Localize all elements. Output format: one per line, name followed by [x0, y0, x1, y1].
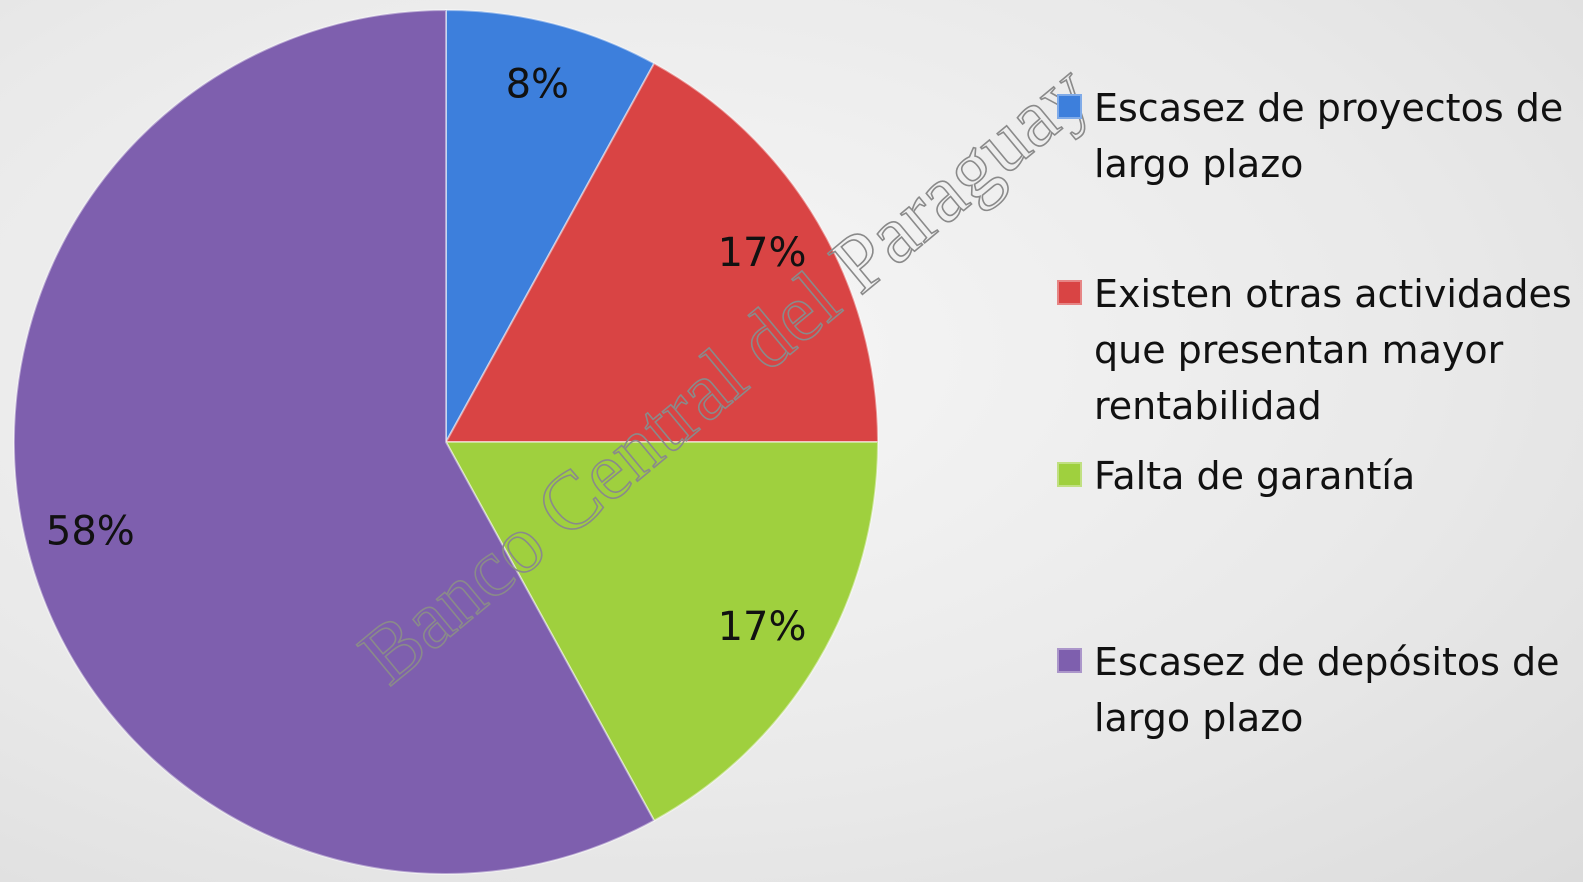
pie-slice	[444, 62, 880, 443]
pie-slice	[13, 8, 656, 875]
legend-item: Escasez de depósitos de largo plazo	[1057, 634, 1577, 746]
legend-item: Falta de garantía	[1057, 448, 1577, 504]
data-label: 58%	[46, 508, 135, 554]
legend-item: Escasez de proyectos de largo plazo	[1057, 80, 1577, 192]
legend-swatch	[1057, 462, 1082, 487]
data-label: 17%	[718, 230, 807, 276]
legend-swatch	[1057, 280, 1082, 305]
legend-item: Existen otras actividades que presentan …	[1057, 266, 1577, 434]
data-label: 8%	[506, 61, 569, 107]
data-labels: 8% 17% 17% 58%	[46, 61, 807, 650]
pie-slice	[445, 8, 656, 443]
pie-slice	[444, 441, 880, 822]
legend-label: Escasez de depósitos de largo plazo	[1094, 640, 1560, 740]
legend-swatch	[1057, 94, 1082, 119]
pie	[13, 8, 880, 875]
legend-label: Falta de garantía	[1094, 454, 1416, 498]
data-label: 17%	[718, 604, 807, 650]
legend-label: Existen otras actividades que presentan …	[1094, 272, 1572, 428]
legend-label: Escasez de proyectos de largo plazo	[1094, 86, 1564, 186]
legend-swatch	[1057, 648, 1082, 673]
